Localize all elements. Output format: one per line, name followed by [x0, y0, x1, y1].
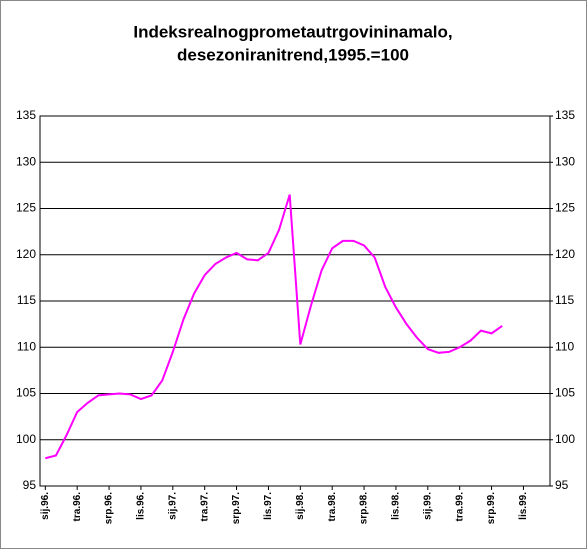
- x-tick-label: tra.97.: [199, 492, 210, 522]
- x-tick-label: srp.98.: [359, 492, 370, 524]
- x-tick-label: srp.99.: [486, 492, 497, 524]
- x-tick-label: lis.97.: [263, 492, 274, 520]
- y2-tick-label: 105: [555, 386, 575, 400]
- x-tick-label: srp.96.: [104, 492, 115, 524]
- y-tick-label: 130: [16, 154, 36, 168]
- x-tick-label: sij.99.: [422, 492, 433, 520]
- y-tick-label: 125: [16, 201, 36, 215]
- y2-tick-label: 115: [555, 293, 574, 307]
- y2-tick-label: 110: [555, 339, 574, 353]
- x-tick-label: sij.97.: [167, 492, 178, 520]
- chart-title: desezoniranitrend,1995.=100: [177, 45, 409, 64]
- y2-tick-label: 100: [555, 432, 575, 446]
- x-tick-label: sij.96.: [40, 492, 51, 520]
- x-tick-label: lis.99.: [518, 492, 529, 520]
- y2-tick-label: 130: [555, 154, 575, 168]
- y2-tick-label: 135: [555, 108, 575, 122]
- y-tick-label: 135: [16, 108, 36, 122]
- x-tick-label: tra.99.: [454, 492, 465, 522]
- y2-tick-label: 95: [555, 478, 569, 492]
- chart-title: Indeksrealnogprometautrgovininamalo,: [133, 22, 452, 41]
- y2-tick-label: 125: [555, 201, 575, 215]
- x-tick-label: lis.98.: [391, 492, 402, 520]
- x-tick-label: tra.96.: [72, 492, 83, 522]
- y-tick-label: 115: [17, 293, 36, 307]
- y2-tick-label: 120: [555, 247, 575, 261]
- y-tick-label: 100: [16, 432, 36, 446]
- y-tick-label: 110: [17, 339, 36, 353]
- y-tick-label: 105: [16, 386, 36, 400]
- y-tick-label: 95: [23, 478, 37, 492]
- x-tick-label: sij.98.: [295, 492, 306, 520]
- plot-frame: [39, 115, 551, 487]
- x-tick-label: srp.97.: [231, 492, 242, 524]
- data-line: [45, 194, 503, 460]
- x-tick-label: tra.98.: [327, 492, 338, 522]
- y-tick-label: 120: [16, 247, 36, 261]
- x-tick-label: lis.96.: [136, 492, 147, 520]
